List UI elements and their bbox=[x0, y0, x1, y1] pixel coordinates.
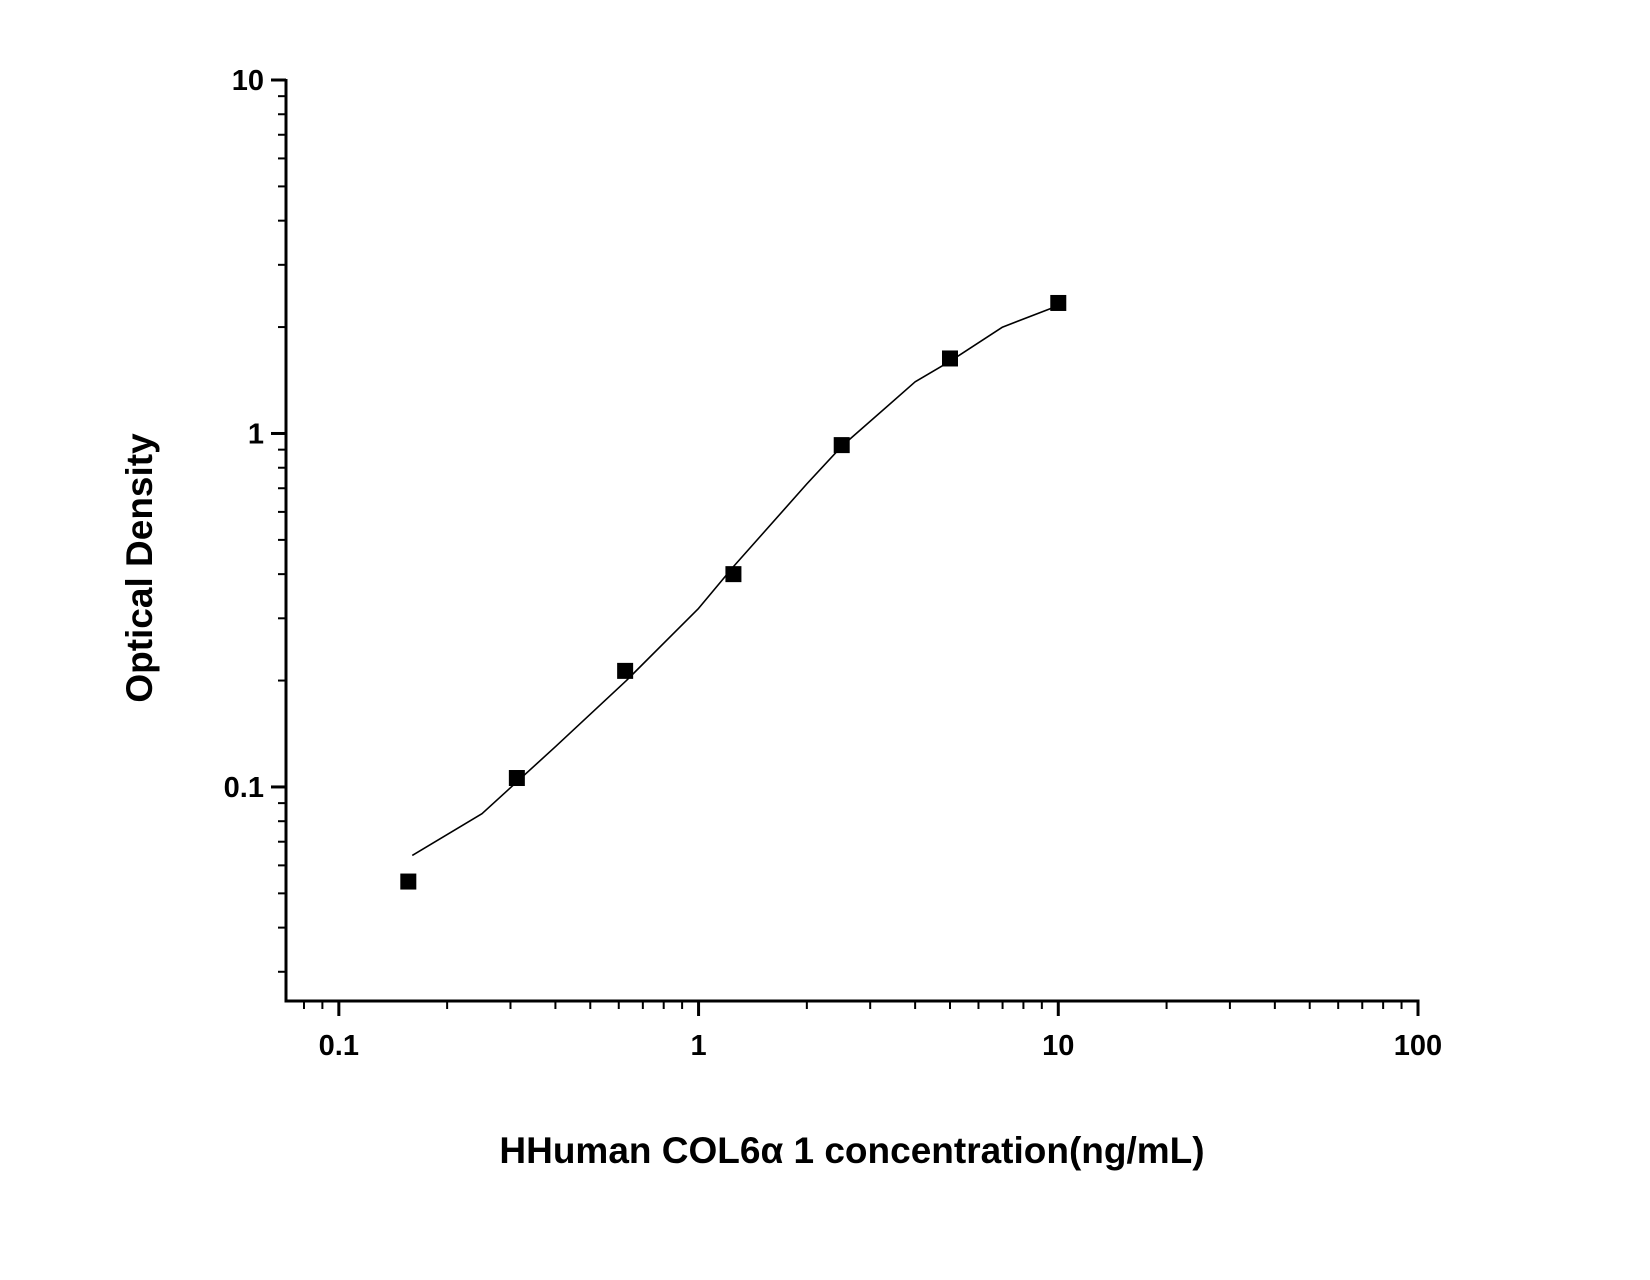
x-axis-title: HHuman COL6α 1 concentration(ng/mL) bbox=[499, 1130, 1204, 1171]
data-point bbox=[508, 770, 525, 787]
y-tick-label: 10 bbox=[232, 65, 264, 97]
data-point bbox=[400, 873, 417, 890]
data-point bbox=[617, 662, 634, 679]
y-tick-label: 0.1 bbox=[224, 772, 264, 804]
x-tick-label: 1 bbox=[690, 1030, 706, 1062]
fit-curve bbox=[411, 304, 1059, 857]
data-point bbox=[833, 437, 850, 454]
x-tick-label: 100 bbox=[1394, 1030, 1442, 1062]
y-tick-label: 1 bbox=[248, 418, 264, 450]
data-point bbox=[941, 350, 958, 367]
x-tick-label: 10 bbox=[1042, 1030, 1074, 1062]
y-axis-title: Optical Density bbox=[119, 433, 160, 703]
data-point bbox=[725, 566, 742, 583]
x-tick-label: 0.1 bbox=[319, 1030, 359, 1062]
